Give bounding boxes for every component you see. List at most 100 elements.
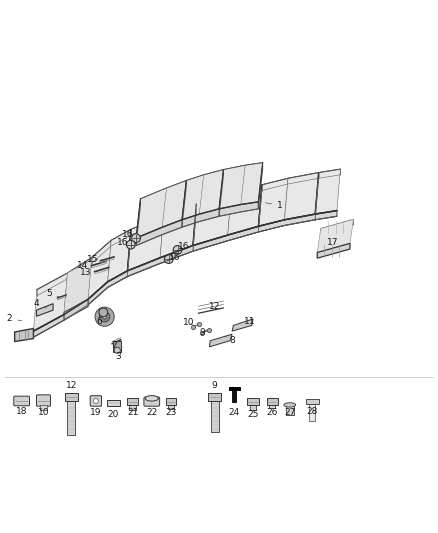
Text: 11: 11: [244, 317, 255, 326]
Polygon shape: [258, 179, 288, 227]
Bar: [65, 393, 78, 401]
Polygon shape: [136, 199, 141, 246]
Polygon shape: [258, 185, 262, 232]
Polygon shape: [141, 163, 263, 206]
Polygon shape: [64, 299, 88, 320]
Text: 9: 9: [200, 328, 207, 337]
Bar: [286, 405, 293, 415]
Text: 14: 14: [77, 261, 91, 270]
Polygon shape: [232, 319, 253, 331]
Polygon shape: [36, 304, 53, 316]
Polygon shape: [241, 163, 263, 205]
FancyBboxPatch shape: [14, 396, 29, 406]
Text: 7: 7: [111, 342, 117, 351]
Bar: [232, 390, 237, 402]
Polygon shape: [64, 260, 92, 312]
Bar: [211, 400, 219, 432]
Text: 28: 28: [307, 407, 318, 416]
Polygon shape: [317, 220, 353, 253]
Bar: [269, 405, 276, 408]
Text: 5: 5: [46, 289, 60, 298]
Polygon shape: [37, 169, 340, 296]
Text: 2: 2: [7, 314, 22, 324]
Polygon shape: [199, 169, 223, 214]
FancyBboxPatch shape: [144, 397, 159, 406]
Text: 22: 22: [146, 408, 157, 417]
FancyBboxPatch shape: [36, 395, 50, 406]
Text: 16: 16: [123, 230, 134, 239]
Text: 23: 23: [165, 408, 177, 417]
Text: 9: 9: [212, 381, 218, 390]
Polygon shape: [315, 169, 340, 214]
Text: 15: 15: [87, 255, 98, 264]
Circle shape: [164, 255, 173, 263]
FancyBboxPatch shape: [90, 395, 102, 406]
Text: 3: 3: [116, 348, 122, 360]
Polygon shape: [228, 185, 262, 235]
Text: 18: 18: [16, 407, 28, 416]
Bar: [309, 404, 315, 421]
Polygon shape: [136, 188, 166, 238]
Polygon shape: [14, 328, 33, 342]
Bar: [129, 405, 136, 410]
Circle shape: [95, 307, 114, 326]
Bar: [67, 401, 75, 434]
Polygon shape: [127, 229, 131, 277]
Polygon shape: [219, 165, 245, 209]
Polygon shape: [67, 260, 92, 280]
Bar: [166, 398, 176, 405]
Text: 16: 16: [117, 238, 129, 247]
Text: 21: 21: [127, 408, 138, 417]
Bar: [267, 398, 278, 405]
Circle shape: [127, 240, 135, 249]
Circle shape: [99, 311, 110, 322]
Text: 27: 27: [284, 408, 295, 417]
Polygon shape: [136, 202, 258, 246]
Polygon shape: [285, 173, 318, 220]
Text: 17: 17: [327, 238, 338, 247]
Polygon shape: [182, 181, 186, 227]
Text: 20: 20: [108, 409, 119, 418]
Polygon shape: [219, 169, 223, 216]
Polygon shape: [182, 175, 204, 220]
Polygon shape: [88, 240, 111, 299]
Text: 24: 24: [229, 408, 240, 417]
Polygon shape: [209, 334, 232, 347]
Polygon shape: [193, 193, 231, 246]
Bar: [168, 405, 174, 409]
Text: 12: 12: [209, 302, 220, 311]
Circle shape: [93, 399, 98, 403]
Polygon shape: [160, 204, 196, 258]
Text: 16: 16: [178, 243, 190, 252]
Polygon shape: [33, 211, 337, 337]
Bar: [306, 399, 318, 404]
Text: 4: 4: [34, 299, 46, 308]
Circle shape: [114, 348, 120, 353]
Polygon shape: [258, 163, 263, 209]
Polygon shape: [317, 244, 350, 258]
Text: 26: 26: [267, 408, 278, 417]
Text: 8: 8: [226, 336, 235, 345]
Text: 10: 10: [38, 408, 49, 417]
Text: 16: 16: [169, 253, 180, 262]
Text: 13: 13: [80, 268, 95, 277]
Bar: [208, 393, 221, 400]
Text: 12: 12: [66, 381, 77, 390]
Bar: [113, 341, 121, 352]
Polygon shape: [315, 173, 318, 220]
Circle shape: [173, 246, 182, 254]
Circle shape: [99, 308, 108, 317]
Circle shape: [102, 314, 107, 319]
Text: 19: 19: [90, 408, 102, 417]
Circle shape: [132, 234, 141, 243]
Bar: [127, 398, 138, 405]
Polygon shape: [127, 216, 163, 271]
Ellipse shape: [145, 395, 158, 401]
Ellipse shape: [284, 403, 296, 407]
Polygon shape: [64, 258, 92, 314]
Bar: [229, 387, 240, 390]
Bar: [40, 405, 47, 410]
Bar: [250, 405, 257, 410]
Text: 6: 6: [96, 317, 106, 326]
Bar: [247, 398, 259, 405]
